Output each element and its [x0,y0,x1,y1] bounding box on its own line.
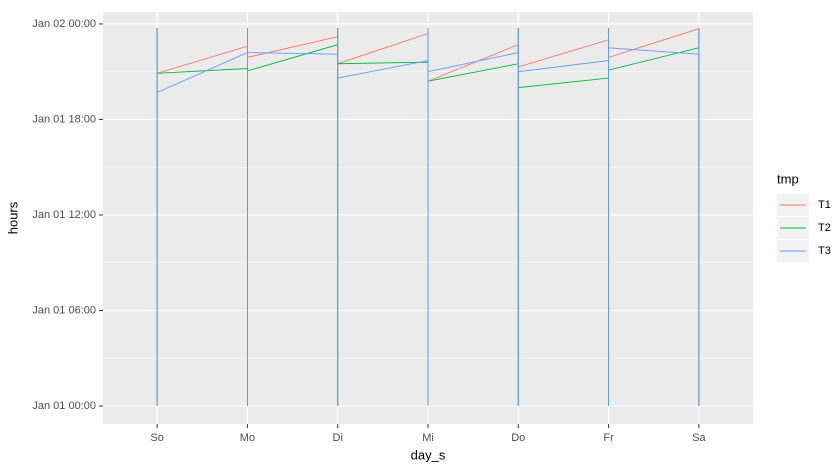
y-tick-label: Jan 01 06:00 [32,304,96,316]
x-tick-label: Mo [240,432,255,444]
x-tick-label: Mi [422,432,434,444]
y-tick-label: Jan 01 18:00 [32,113,96,125]
y-tick-label: Jan 01 12:00 [32,209,96,221]
x-tick-label: Fr [603,432,614,444]
series-line [156,27,700,407]
x-tick-label: Do [511,432,525,444]
legend-label: T1 [818,199,831,211]
y-tick-label: Jan 01 00:00 [32,400,96,412]
y-axis-title: hours [5,201,20,234]
legend-title: tmp [777,171,799,186]
y-tick-label: Jan 02 00:00 [32,18,96,30]
x-tick-label: Di [333,432,343,444]
x-tick-label: Sa [692,432,706,444]
x-tick-label: So [150,432,163,444]
legend-label: T2 [818,222,831,234]
x-axis-title: day_s [411,447,446,462]
legend-label: T3 [818,245,831,257]
